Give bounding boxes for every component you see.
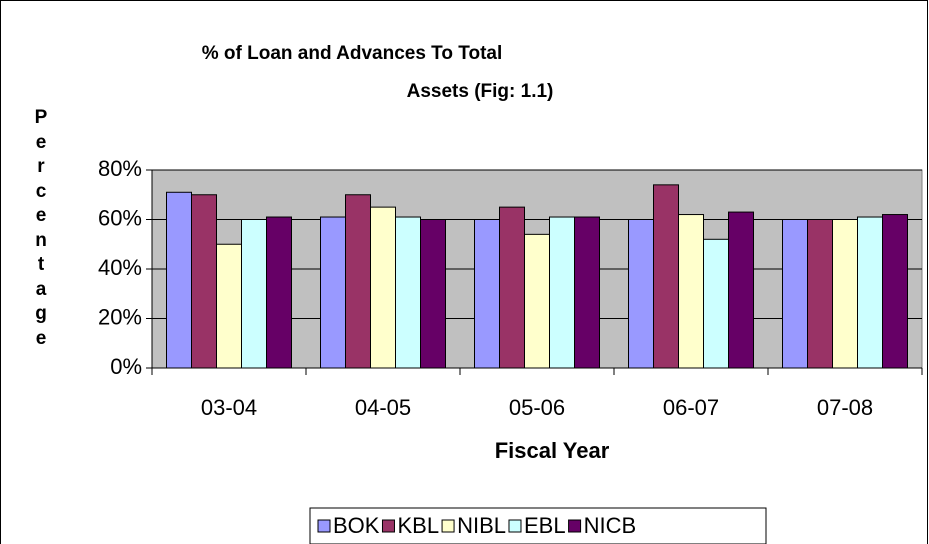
x-tick-label: 07-08 bbox=[817, 395, 873, 420]
x-axis-label: Fiscal Year bbox=[495, 438, 610, 463]
y-tick-label: 40% bbox=[98, 255, 142, 280]
bar bbox=[678, 214, 704, 369]
legend-label: KBL bbox=[397, 513, 439, 538]
bar bbox=[370, 206, 396, 369]
bar bbox=[574, 216, 600, 369]
bar bbox=[857, 216, 883, 369]
y-tick-label: 60% bbox=[98, 205, 142, 230]
legend-swatch bbox=[381, 519, 395, 533]
bar bbox=[728, 211, 754, 369]
x-tick-label: 05-06 bbox=[509, 395, 565, 420]
bar bbox=[782, 219, 808, 369]
bar bbox=[549, 216, 575, 369]
legend-swatch bbox=[508, 519, 522, 533]
bar bbox=[345, 194, 371, 369]
chart-title: % of Loan and Advances To Total bbox=[202, 43, 503, 64]
legend-label: BOK bbox=[333, 513, 380, 538]
bar bbox=[320, 216, 346, 369]
bar bbox=[266, 216, 292, 369]
bar bbox=[474, 219, 500, 369]
bar bbox=[191, 194, 217, 369]
bar bbox=[524, 233, 550, 369]
legend-label: EBL bbox=[524, 513, 566, 538]
bar bbox=[653, 184, 679, 369]
bar bbox=[832, 219, 858, 369]
y-tick-label: 80% bbox=[98, 156, 142, 181]
bar bbox=[703, 238, 729, 369]
bar bbox=[166, 191, 192, 369]
chart-title: Assets (Fig: 1.1) bbox=[407, 81, 554, 102]
bar bbox=[882, 214, 908, 369]
x-tick-label: 06-07 bbox=[663, 395, 719, 420]
legend-swatch bbox=[568, 519, 582, 533]
y-tick-label: 0% bbox=[110, 354, 142, 379]
bar bbox=[499, 206, 525, 369]
y-axis-label: Percentage bbox=[34, 107, 48, 349]
bar bbox=[216, 243, 242, 369]
legend-swatch bbox=[441, 519, 455, 533]
bar bbox=[395, 216, 421, 369]
x-tick-label: 04-05 bbox=[355, 395, 411, 420]
bar bbox=[420, 219, 446, 369]
y-tick-label: 20% bbox=[98, 304, 142, 329]
bar bbox=[241, 219, 267, 369]
legend-label: NIBL bbox=[457, 513, 506, 538]
bar bbox=[628, 219, 654, 369]
legend-label: NICB bbox=[584, 513, 637, 538]
legend-swatch bbox=[317, 519, 331, 533]
x-tick-label: 03-04 bbox=[201, 395, 257, 420]
bar bbox=[807, 219, 833, 369]
